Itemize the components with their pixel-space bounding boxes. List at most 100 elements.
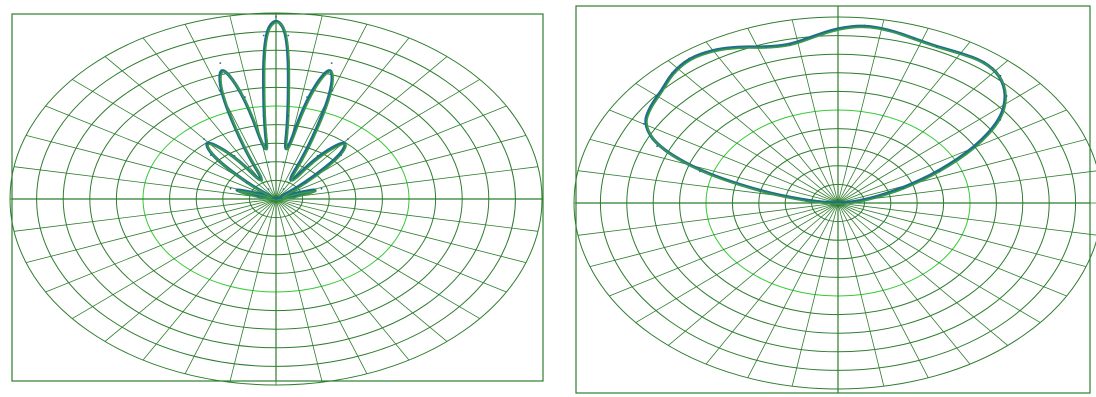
data-point: [812, 35, 815, 38]
data-point: [255, 192, 258, 194]
grid-spoke: [104, 198, 277, 342]
grid-spoke: [275, 198, 448, 342]
data-point: [320, 187, 323, 190]
data-point: [282, 188, 285, 191]
data-point: [262, 34, 265, 37]
data-point: [688, 57, 690, 60]
grid-spoke: [25, 134, 277, 200]
grid-spoke: [589, 138, 839, 204]
data-point: [267, 188, 270, 191]
data-point: [842, 202, 845, 204]
grid-spoke: [25, 198, 277, 264]
data-point: [974, 146, 977, 149]
grid-spoke: [837, 60, 1008, 204]
data-point: [304, 182, 307, 184]
data-point: [244, 96, 246, 98]
data-point: [765, 46, 768, 49]
grid-spoke: [747, 202, 839, 378]
grid-spoke: [705, 41, 839, 204]
grid-spoke: [837, 41, 971, 204]
data-point: [805, 199, 808, 202]
data-point: [229, 187, 232, 190]
data-point: [873, 196, 876, 199]
polar-chart-left-svg: [9, 12, 544, 386]
data-point: [218, 89, 221, 92]
grid-spoke: [705, 202, 839, 365]
grid-spoke: [229, 15, 277, 200]
grid-spoke: [837, 28, 929, 204]
data-point: [938, 170, 941, 173]
grid-spoke: [275, 24, 368, 200]
grid-spoke: [837, 109, 1067, 204]
grid-spoke: [275, 198, 410, 361]
chart-frame: [11, 13, 544, 382]
grid-spoke: [837, 202, 929, 378]
grid-spoke: [275, 198, 323, 383]
data-point: [262, 114, 265, 117]
polar-chart-right: [548, 0, 1096, 397]
grid-spoke: [635, 202, 839, 323]
data-point: [671, 72, 673, 74]
grid-spoke: [837, 83, 1041, 204]
grid-spoke: [275, 166, 539, 200]
data-point: [293, 195, 296, 198]
grid-spoke: [837, 202, 1008, 346]
grid-spoke: [13, 198, 277, 232]
chart-frame: [575, 5, 1091, 394]
series-trace-overlay-0: [646, 26, 1007, 205]
grid-spoke: [275, 134, 527, 200]
data-point: [999, 119, 1002, 121]
data-point: [863, 24, 866, 27]
data-point: [738, 45, 741, 48]
data-point: [294, 192, 297, 194]
data-point: [275, 198, 277, 200]
data-point: [219, 62, 222, 64]
grid-spoke: [837, 202, 1041, 323]
data-point: [275, 15, 277, 18]
data-point: [837, 27, 839, 30]
grid-spoke: [837, 170, 1096, 204]
data-point: [256, 195, 259, 198]
grid-spoke: [837, 19, 885, 204]
data-point: [759, 190, 762, 193]
grid-spoke: [184, 24, 277, 200]
data-point: [983, 60, 985, 63]
grid-spoke: [837, 202, 1096, 236]
grid-spoke: [275, 198, 480, 319]
grid-spoke: [837, 202, 1087, 268]
data-point: [642, 123, 645, 125]
grid-spoke: [184, 198, 277, 374]
grid-spoke: [837, 202, 1067, 297]
series-trace-0: [644, 24, 1007, 205]
data-point: [789, 43, 792, 46]
grid-spoke: [609, 202, 839, 297]
data-point: [656, 145, 658, 148]
grid-spoke: [275, 198, 539, 232]
grid-spoke: [72, 198, 277, 319]
data-point: [331, 89, 334, 92]
data-point: [711, 49, 714, 51]
data-point: [1005, 95, 1008, 97]
data-point: [306, 96, 308, 98]
grid-spoke: [45, 198, 277, 293]
grid-spoke: [837, 202, 971, 365]
grid-spoke: [229, 198, 277, 383]
data-point: [282, 161, 285, 164]
grid-spoke: [837, 138, 1087, 204]
grid-spoke: [275, 198, 527, 264]
data-point: [287, 34, 290, 37]
data-point: [210, 154, 212, 157]
grid-spoke: [275, 198, 507, 293]
grid-spoke: [577, 202, 839, 236]
data-point: [203, 138, 206, 141]
grid-spoke: [275, 56, 448, 200]
grid-spoke: [791, 202, 839, 387]
data-point: [267, 161, 270, 164]
polar-chart-left: [9, 12, 544, 386]
data-point: [935, 45, 938, 48]
data-point: [242, 147, 245, 149]
grid-spoke: [275, 105, 507, 200]
data-point: [999, 74, 1002, 77]
data-point: [316, 154, 319, 157]
data-point: [699, 170, 701, 173]
